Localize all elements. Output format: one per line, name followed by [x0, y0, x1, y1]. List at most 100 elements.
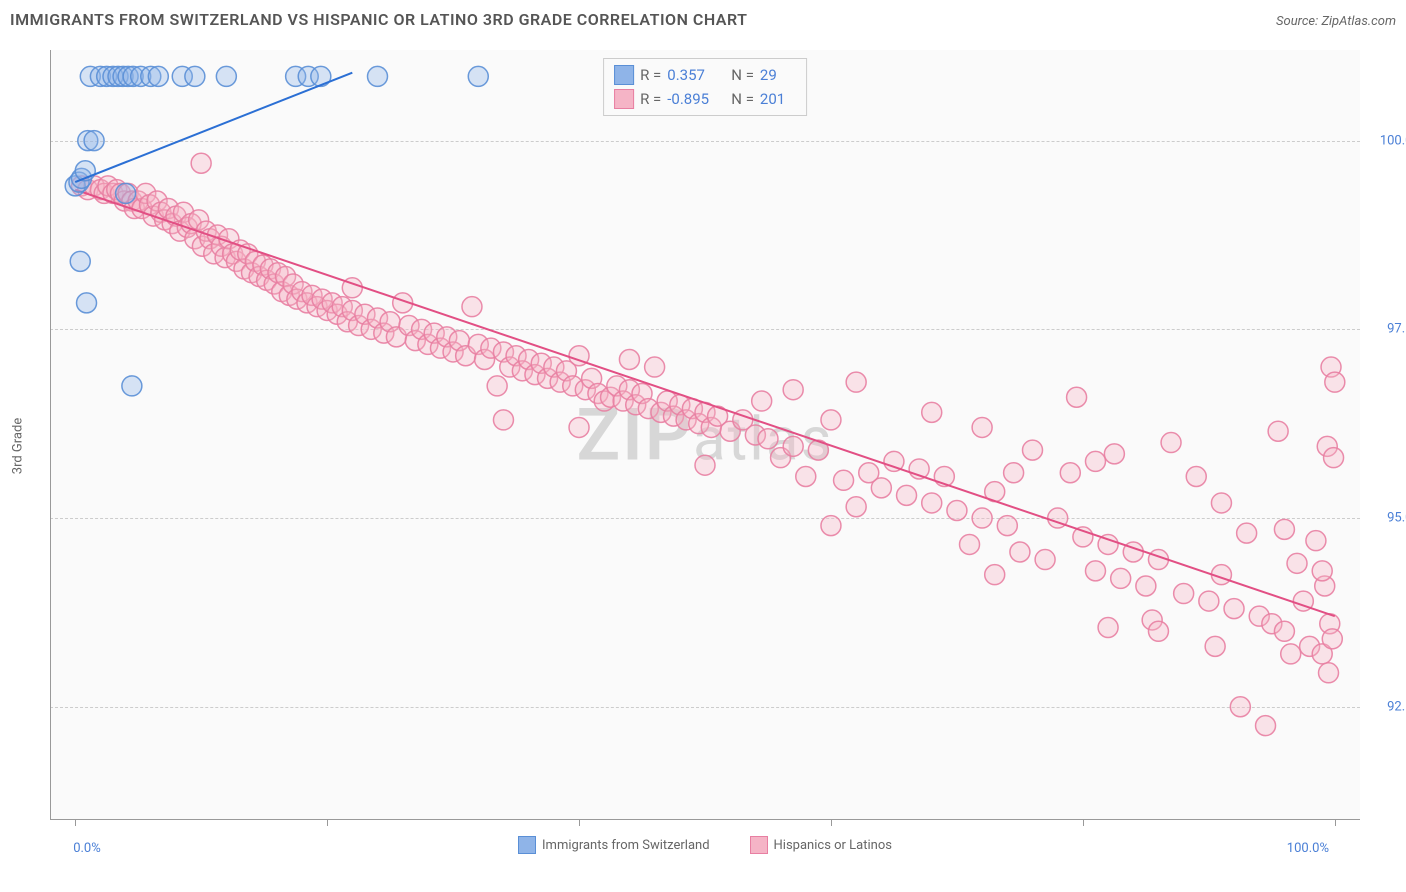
data-point	[148, 66, 168, 86]
legend-item: Hispanics or Latinos	[750, 836, 892, 854]
data-point	[972, 417, 992, 437]
data-point	[1237, 523, 1257, 543]
data-point	[1268, 421, 1288, 441]
page-title: IMMIGRANTS FROM SWITZERLAND VS HISPANIC …	[10, 10, 748, 29]
x-tick	[831, 820, 832, 826]
data-point	[1211, 493, 1231, 513]
stats-n-label: N =	[731, 66, 754, 84]
data-point	[783, 380, 803, 400]
data-point	[1136, 576, 1156, 596]
data-point	[311, 66, 331, 86]
x-tick	[327, 820, 328, 826]
y-axis-title: 3rd Grade	[11, 418, 26, 474]
source-name: ZipAtlas.com	[1321, 14, 1396, 29]
data-point	[1148, 621, 1168, 641]
data-point	[1324, 448, 1344, 468]
data-point	[1322, 629, 1342, 649]
data-point	[871, 478, 891, 498]
data-point	[1004, 463, 1024, 483]
data-point	[1186, 467, 1206, 487]
data-point	[1274, 621, 1294, 641]
stats-n-value: 201	[760, 90, 796, 108]
data-point	[1098, 618, 1118, 638]
header: IMMIGRANTS FROM SWITZERLAND VS HISPANIC …	[10, 10, 1396, 29]
legend-bottom: Immigrants from Switzerland Hispanics or …	[50, 836, 1360, 854]
legend-swatch	[750, 836, 768, 854]
stats-n-value: 29	[760, 66, 796, 84]
x-tick	[1083, 820, 1084, 826]
data-point	[1104, 444, 1124, 464]
data-point	[972, 508, 992, 528]
x-tick	[1335, 820, 1336, 826]
x-tick-label: 100.0%	[1287, 841, 1329, 856]
data-point	[758, 429, 778, 449]
data-point	[1035, 550, 1055, 570]
data-point	[70, 251, 90, 271]
legend-swatch	[518, 836, 536, 854]
data-point	[84, 131, 104, 151]
legend-swatch	[614, 65, 634, 85]
x-tick-label: 0.0%	[73, 841, 101, 856]
stats-r-value: -0.895	[667, 90, 725, 108]
data-point	[487, 376, 507, 396]
data-point	[947, 500, 967, 520]
data-point	[796, 467, 816, 487]
data-point	[493, 410, 513, 430]
data-point	[468, 66, 488, 86]
y-tick-label: 95.0%	[1387, 511, 1406, 526]
x-tick	[579, 820, 580, 826]
data-point	[752, 391, 772, 411]
data-point	[1274, 519, 1294, 539]
data-point	[1085, 561, 1105, 581]
legend-item: Immigrants from Switzerland	[518, 836, 710, 854]
data-point	[1205, 636, 1225, 656]
data-point	[1230, 697, 1250, 717]
data-point	[821, 516, 841, 536]
data-point	[1111, 568, 1131, 588]
stats-n-label: N =	[731, 90, 754, 108]
source-attribution: Source: ZipAtlas.com	[1276, 14, 1396, 29]
data-point	[619, 350, 639, 370]
data-point	[1287, 553, 1307, 573]
scatter-chart: ZIPatlas R =0.357N =29R =-0.895N =201 Im…	[50, 50, 1360, 820]
y-tick-label: 92.5%	[1387, 699, 1406, 714]
data-point	[1174, 584, 1194, 604]
y-tick-label: 100.0%	[1380, 133, 1406, 148]
data-point	[846, 497, 866, 517]
source-prefix: Source:	[1276, 14, 1321, 29]
stats-r-label: R =	[640, 66, 661, 84]
data-point	[1067, 387, 1087, 407]
legend-swatch	[614, 89, 634, 109]
data-point	[1256, 716, 1276, 736]
data-point	[116, 183, 136, 203]
data-point	[645, 357, 665, 377]
data-point	[695, 455, 715, 475]
trend-line	[75, 190, 1335, 617]
y-tick-label: 97.5%	[1387, 322, 1406, 337]
legend-label: Immigrants from Switzerland	[542, 838, 710, 853]
data-point	[922, 493, 942, 513]
data-point	[846, 372, 866, 392]
data-point	[960, 534, 980, 554]
data-point	[122, 376, 142, 396]
data-point	[922, 402, 942, 422]
data-point	[1010, 542, 1030, 562]
data-point	[191, 153, 211, 173]
stats-r-value: 0.357	[667, 66, 725, 84]
data-point	[834, 470, 854, 490]
stats-legend-box: R =0.357N =29R =-0.895N =201	[603, 58, 807, 116]
data-point	[821, 410, 841, 430]
data-point	[1060, 463, 1080, 483]
data-point	[1224, 599, 1244, 619]
data-point	[997, 516, 1017, 536]
data-point	[569, 417, 589, 437]
data-point	[1085, 451, 1105, 471]
data-point	[368, 66, 388, 86]
data-point	[1161, 433, 1181, 453]
data-point	[185, 66, 205, 86]
x-tick	[75, 820, 76, 826]
data-point	[1325, 372, 1345, 392]
trend-line	[75, 73, 352, 182]
data-point	[1306, 531, 1326, 551]
scatter-svg	[50, 50, 1360, 820]
